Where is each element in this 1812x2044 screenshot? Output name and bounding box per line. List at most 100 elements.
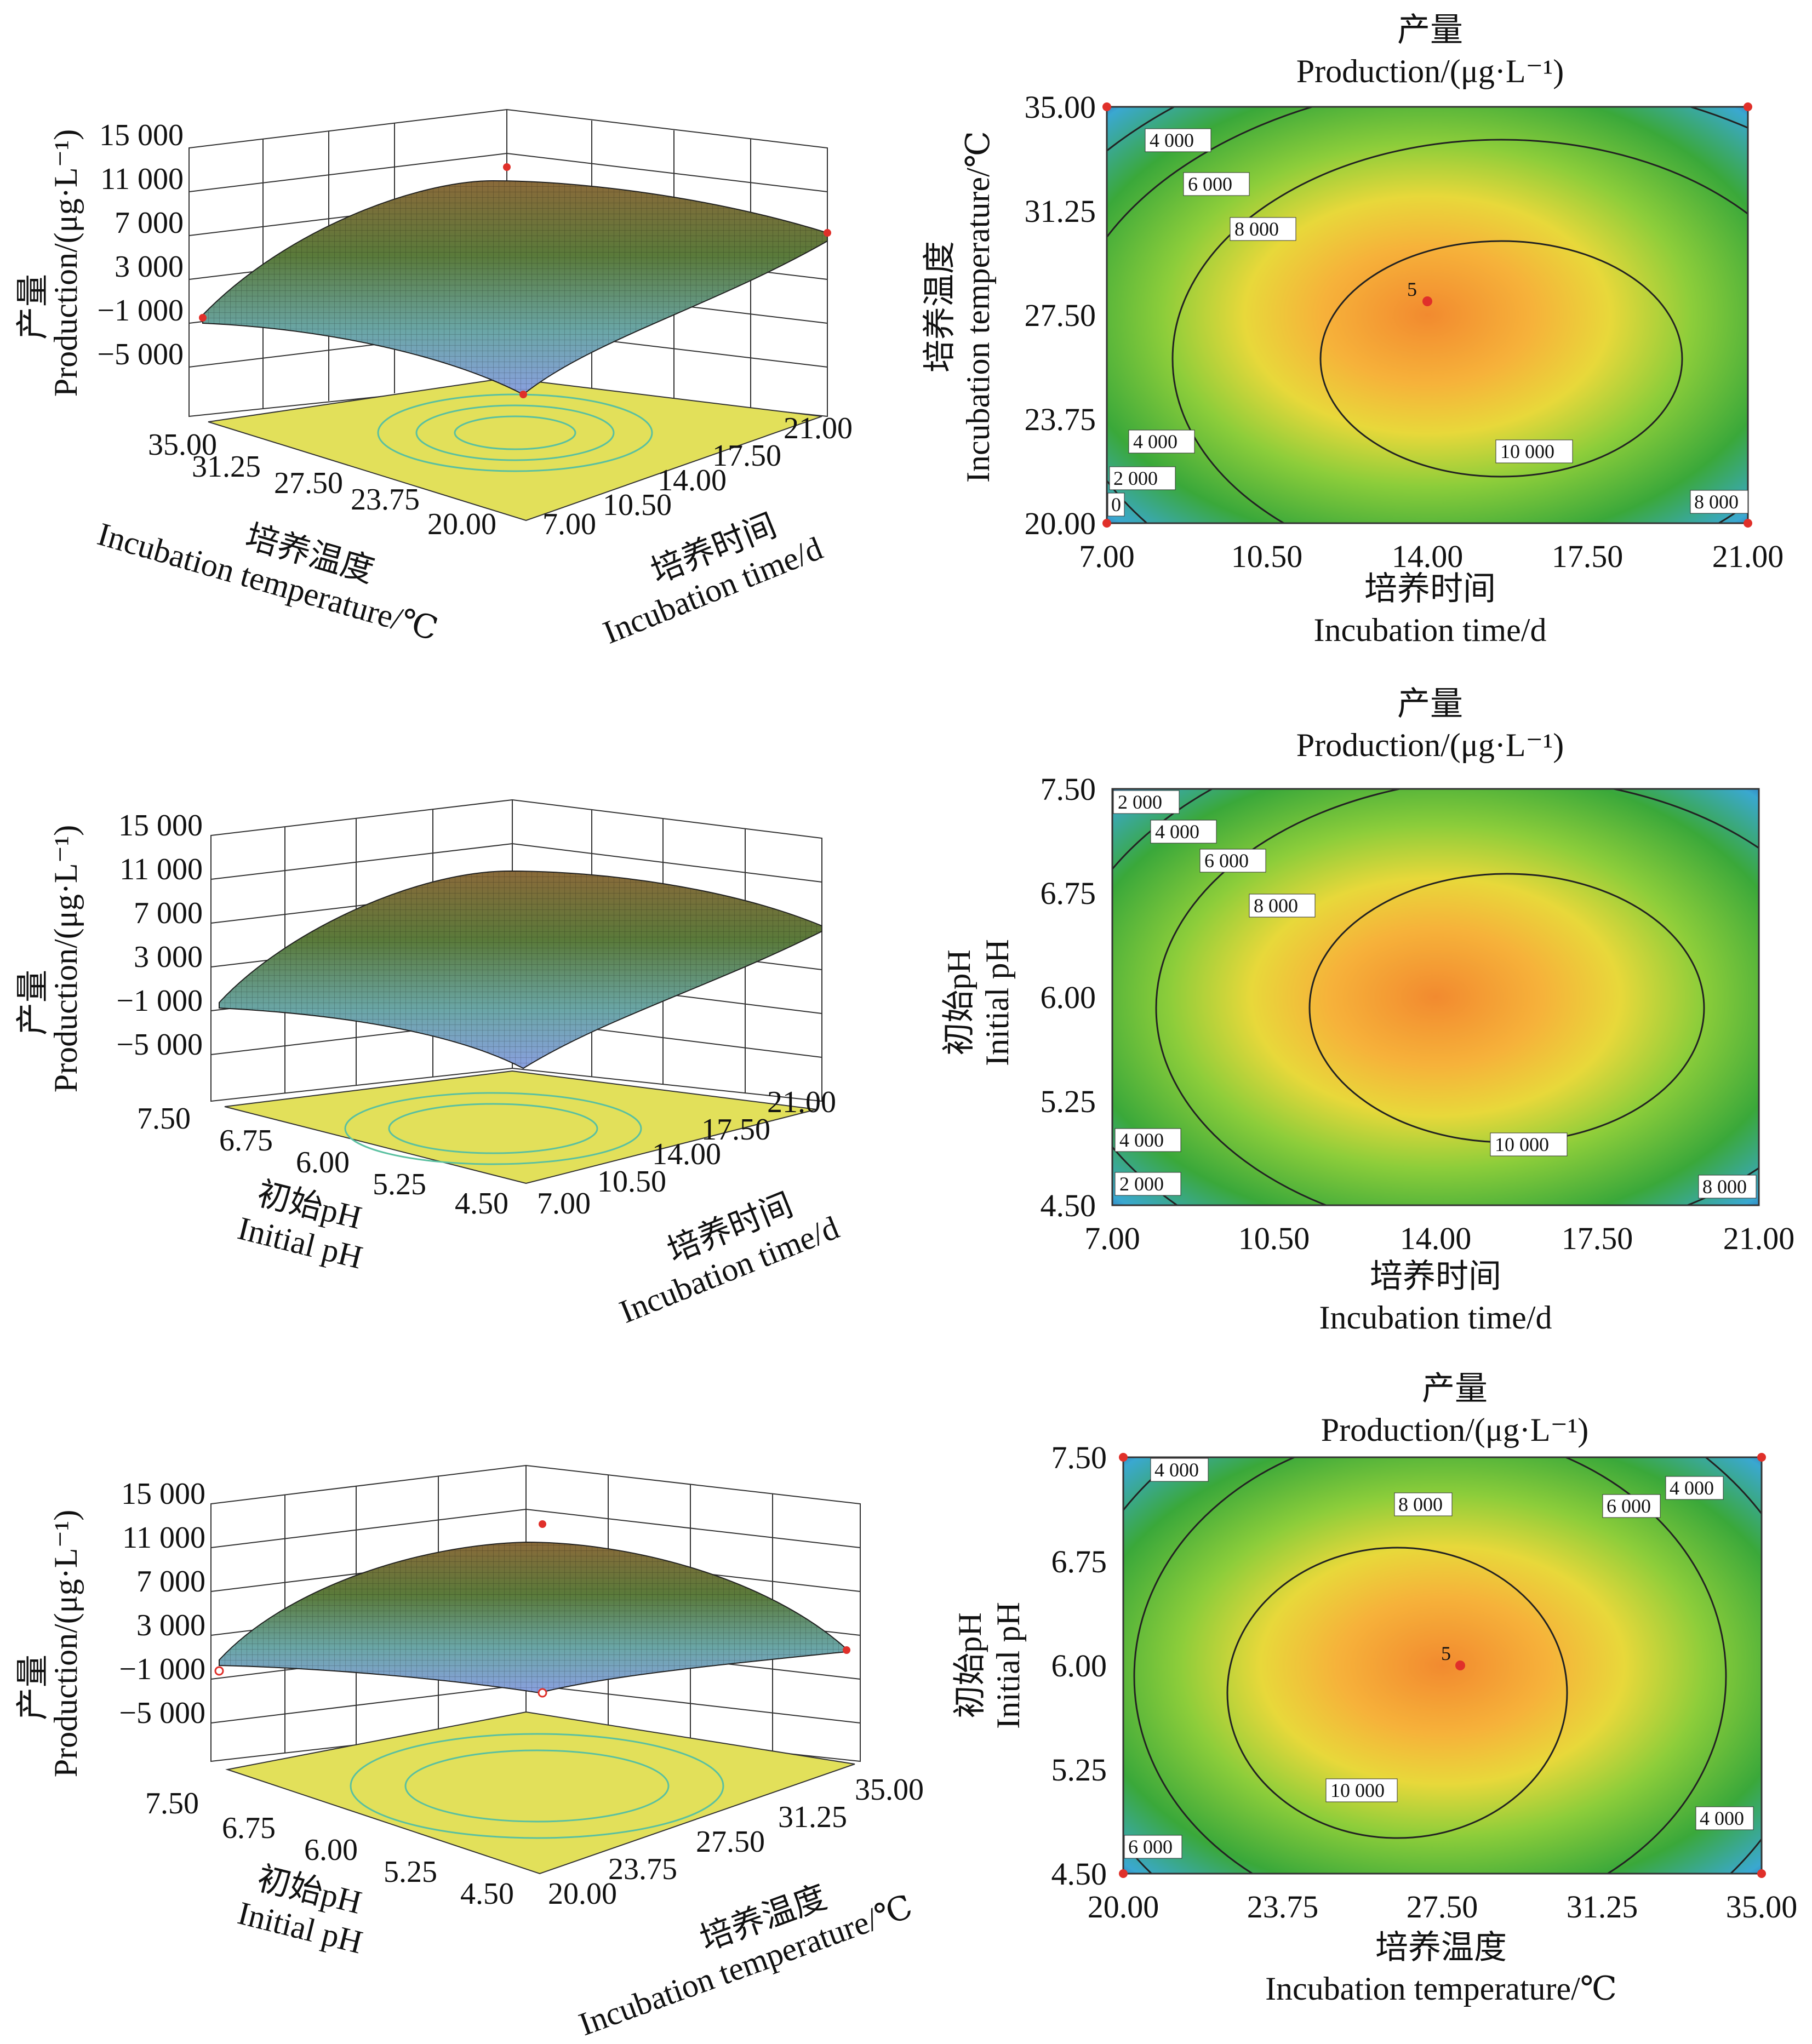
contour1-corner-point: [1744, 519, 1752, 528]
contour1-x-label-cn: 培养时间: [1364, 571, 1496, 607]
surface1-x-ticks: 35.00 31.25 27.50 23.75 20.00: [148, 428, 496, 541]
z-label-cn: 产量: [15, 1654, 51, 1720]
x-tick: 17.50: [1562, 1221, 1633, 1256]
contour1-design-point: [1422, 296, 1432, 306]
x-tick: 7.00: [1084, 1221, 1140, 1256]
x-tick: 17.50: [1552, 539, 1624, 574]
contour3-x-label-en: Incubation temperature/℃: [1265, 1971, 1617, 2007]
surface2-z-ticks: 15 000 11 000 7 000 3 000 −1 000 −5 000: [116, 809, 203, 1062]
contour-label: 8 000: [1234, 218, 1279, 240]
y-tick: 35.00: [1025, 89, 1096, 125]
surface2-floor-contour: [344, 1092, 642, 1165]
y-label-en: Incubation temperature/℃: [960, 131, 996, 483]
x-tick: 5.25: [384, 1855, 437, 1889]
contour-label: 8 000: [1702, 1176, 1747, 1198]
x-tick: 6.00: [304, 1833, 358, 1867]
contour1-x-label-en: Incubation time/d: [1314, 612, 1547, 648]
contour-label: 4 000: [1154, 1459, 1199, 1481]
contour-panel-3: 产量 Production/(μg·L⁻¹) 4 000 8 000 6 000…: [952, 1371, 1798, 2007]
y-label-en: Initial pH: [990, 1602, 1026, 1729]
z-tick: 15 000: [99, 118, 184, 152]
z-tick: 7 000: [115, 206, 184, 240]
surface1-z-ticks: 15 000 11 000 7 000 3 000 −1 000 −5 000: [97, 118, 184, 371]
y-tick: 21.00: [784, 411, 853, 445]
contour-label: 10 000: [1500, 440, 1554, 462]
surface2-floor: [224, 1070, 817, 1184]
y-tick: 7.50: [1041, 771, 1096, 807]
surface3-design-point: [843, 1646, 850, 1654]
y-tick: 17.50: [712, 439, 781, 473]
contour-label: 6 000: [1128, 1836, 1173, 1858]
contour3-title-en: Production/(μg·L⁻¹): [1321, 1412, 1588, 1448]
contour1-y-ticks: 35.00 31.25 27.50 23.75 20.00: [1025, 89, 1096, 541]
contour3-corner-point: [1757, 1869, 1766, 1878]
y-label-cn: 初始pH: [952, 1612, 988, 1718]
contour-label: 4 000: [1670, 1477, 1714, 1499]
contour3-title-cn: 产量: [1422, 1371, 1488, 1407]
z-label-en: Production/(μg·L⁻¹): [48, 825, 84, 1092]
surface-panel-1: 15 000 11 000 7 000 3 000 −1 000 −5 000 …: [15, 108, 853, 651]
contour-label: 4 000: [1700, 1807, 1744, 1829]
contour1-title-cn: 产量: [1397, 12, 1463, 48]
surface2-x-label: 初始pH Initial pH: [235, 1175, 367, 1275]
y-tick: 7.00: [537, 1187, 591, 1221]
contour-label: 2 000: [1118, 791, 1162, 813]
x-tick: 35.00: [1726, 1889, 1798, 1925]
x-tick: 35.00: [148, 428, 217, 462]
surface2-mesh-grid: [219, 871, 822, 1068]
contour2-y-ticks: 7.50 6.75 6.00 5.25 4.50: [1041, 771, 1096, 1223]
x-tick: 31.25: [1567, 1889, 1638, 1925]
surface3-x-label: 初始pH Initial pH: [235, 1860, 367, 1960]
x-tick: 7.00: [1079, 539, 1135, 574]
contour3-isoline-labels: 4 000 8 000 6 000 4 000 10 000 6 000 4 0…: [1124, 1458, 1754, 1859]
contour1-corner-point: [1102, 519, 1111, 528]
y-tick: 4.50: [1041, 1188, 1096, 1223]
x-tick: 20.00: [1088, 1889, 1159, 1925]
contour3-corner-point: [1119, 1453, 1128, 1462]
contour-label: 2 000: [1119, 1173, 1164, 1195]
surface1-design-point: [824, 229, 831, 237]
z-tick: 3 000: [115, 250, 184, 284]
x-tick: 21.00: [1712, 539, 1784, 574]
contour2-x-label-cn: 培养时间: [1370, 1258, 1501, 1295]
z-label-en: Production/(μg·L⁻¹): [48, 129, 84, 397]
surface1-floor-contour: [377, 393, 653, 472]
z-tick: 15 000: [121, 1477, 205, 1511]
contour2-x-ticks: 7.00 10.50 14.00 17.50 21.00: [1084, 1221, 1794, 1256]
contour1-isoline-labels: 0 2 000 4 000 4 000 6 000 8 000 8 000 10…: [1107, 128, 1748, 517]
surface3-mesh-grid: [219, 1542, 847, 1693]
x-tick: 10.50: [1231, 539, 1303, 574]
z-tick: 11 000: [100, 162, 184, 196]
contour3-x-label-cn: 培养温度: [1375, 1930, 1507, 1966]
y-label-cn: 初始pH: [941, 949, 977, 1055]
x-tick: 7.50: [145, 1787, 199, 1820]
x-tick: 7.50: [137, 1102, 191, 1136]
contour2-y-label: 初始pH Initial pH: [941, 939, 1015, 1066]
z-tick: −1 000: [116, 984, 203, 1018]
z-label-en: Production/(μg·L⁻¹): [48, 1510, 84, 1777]
contour-label: 8 000: [1694, 491, 1739, 513]
contour2-isoline-labels: 2 000 4 000 6 000 8 000 4 000 2 000 8 00…: [1113, 790, 1757, 1199]
surface1-z-label: 产量 Production/(μg·L⁻¹): [15, 129, 84, 397]
contour2-title-cn: 产量: [1397, 686, 1463, 722]
surface1-floor-contour: [415, 404, 615, 461]
contour-panel-1: 产量 Production/(μg·L⁻¹) 0 2 000 4 000 4 0…: [922, 12, 1784, 648]
contour1-corner-point: [1102, 102, 1111, 111]
contour-label: 4 000: [1133, 431, 1177, 453]
y-tick: 31.25: [778, 1800, 847, 1834]
y-label-cn: 培养温度: [922, 241, 958, 373]
y-tick: 6.75: [1041, 875, 1096, 911]
y-tick: 5.25: [1051, 1752, 1107, 1788]
y-label-en: Initial pH: [979, 939, 1015, 1066]
contour3-frame: [1122, 1456, 1763, 1875]
y-tick: 6.00: [1041, 980, 1096, 1015]
y-tick: 23.75: [608, 1852, 677, 1886]
contour-label: 0: [1111, 494, 1121, 516]
contour3-y-ticks: 7.50 6.75 6.00 5.25 4.50: [1051, 1440, 1107, 1892]
y-tick: 20.00: [1025, 506, 1096, 541]
z-label-cn: 产量: [15, 970, 51, 1035]
y-tick: 23.75: [1025, 402, 1096, 437]
x-tick: 10.50: [1238, 1221, 1310, 1256]
surface-panel-2: 15 000 11 000 7 000 3 000 −1 000 −5 000 …: [15, 799, 844, 1330]
z-tick: 11 000: [119, 852, 203, 886]
